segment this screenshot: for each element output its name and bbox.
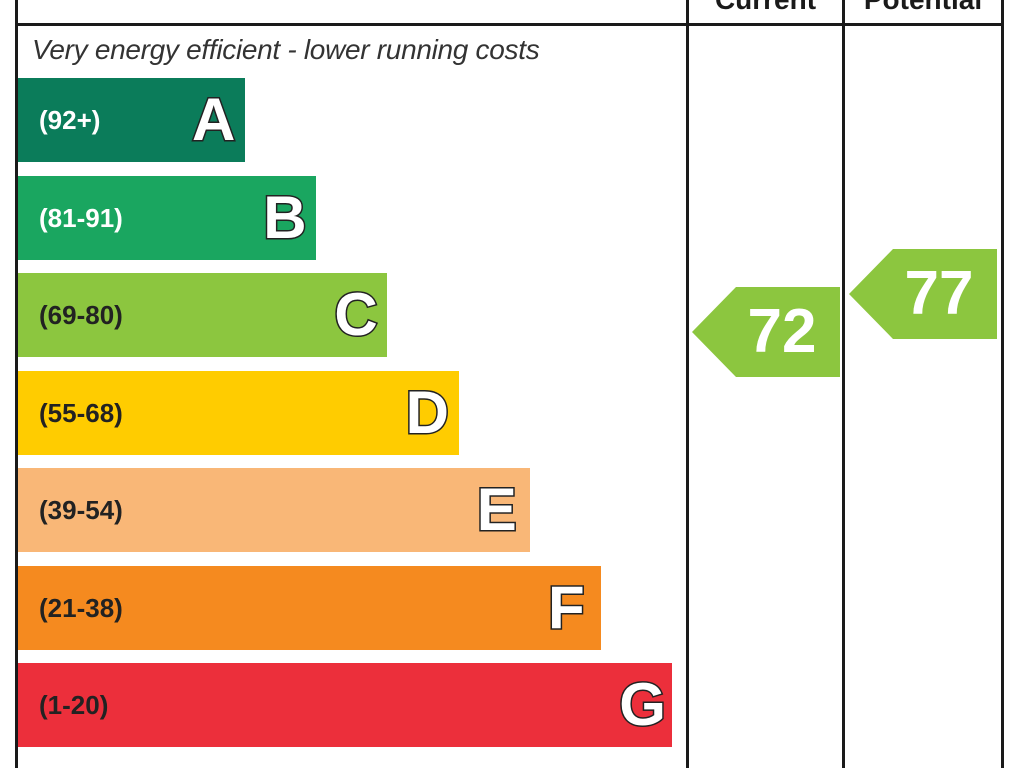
band-b-letter: B	[262, 182, 308, 252]
current-rating-arrow-fill	[692, 287, 840, 377]
potential-rating-arrow-shape	[849, 249, 997, 339]
current-rating-arrow: 72	[692, 287, 840, 377]
band-f-range: (21-38)	[39, 592, 123, 623]
potential-rating-arrow: 77	[849, 249, 997, 339]
band-g-letter: G	[618, 670, 668, 740]
current-rating-arrow-shape	[692, 287, 840, 377]
band-e-range: (39-54)	[39, 495, 123, 525]
band-c-range: (69-80)	[39, 300, 123, 330]
band-f: (21-38) F	[18, 565, 601, 650]
band-c-letter: C	[333, 280, 379, 350]
band-b-range: (81-91)	[39, 202, 123, 233]
band-a: (92+) A	[18, 78, 245, 162]
band-a-range: (92+)	[39, 105, 101, 135]
band-f-letter: F	[547, 572, 587, 642]
band-b: (81-91) B	[18, 175, 317, 260]
column-divider-potential	[842, 0, 845, 768]
band-g-range: (1-20)	[39, 690, 109, 720]
band-e-letter: E	[475, 475, 518, 545]
band-d-letter: D	[404, 377, 450, 447]
band-d: (55-68) D	[18, 370, 459, 455]
band-c: (69-80) C	[18, 273, 388, 357]
potential-rating-arrow-fill	[849, 249, 997, 339]
frame-top-border	[16, 23, 1004, 26]
band-e: (39-54) E	[18, 468, 530, 552]
frame-left-border	[15, 0, 18, 768]
current-rating-value: 72	[747, 297, 817, 366]
band-a-letter: A	[190, 85, 236, 155]
potential-rating-value: 77	[904, 259, 974, 328]
efficiency-caption: Very energy efficient - lower running co…	[32, 34, 540, 65]
band-g: (1-20) G	[18, 663, 673, 747]
band-d-range: (55-68)	[39, 397, 123, 428]
current-column-header: Current	[689, 0, 842, 15]
potential-column-header: Potential	[845, 0, 1001, 15]
column-divider-current	[686, 0, 689, 768]
frame-right-border	[1001, 0, 1004, 768]
